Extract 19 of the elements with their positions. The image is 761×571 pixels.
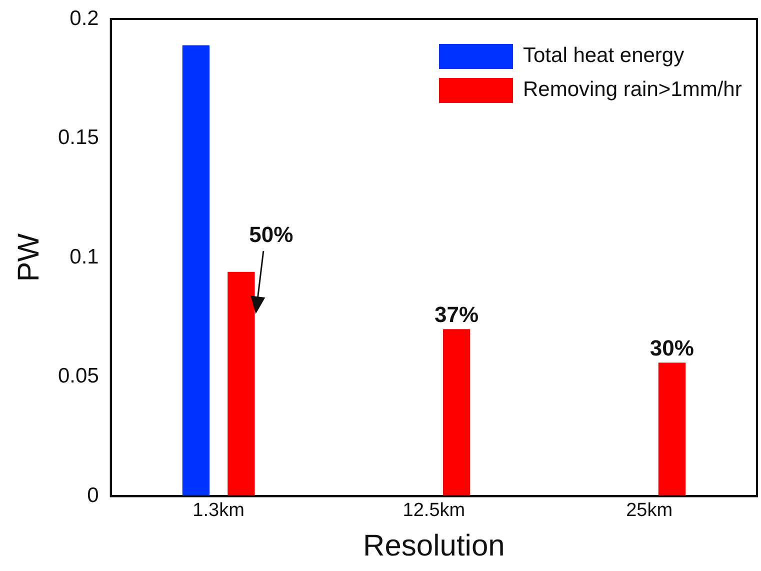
bar xyxy=(228,272,255,496)
bar xyxy=(658,362,686,496)
legend-label: Total heat energy xyxy=(523,44,684,68)
y-tick-label: 0.1 xyxy=(70,245,99,268)
x-axis-title: Resolution xyxy=(363,529,505,562)
legend-label: Removing rain>1mm/hr xyxy=(523,78,742,102)
y-tick-label: 0.15 xyxy=(58,126,99,150)
x-tick-label: 25km xyxy=(626,500,673,521)
y-tick-label: 0.05 xyxy=(58,364,99,388)
bar xyxy=(182,45,210,496)
x-tick-label: 12.5km xyxy=(402,500,466,521)
annotation: 50% xyxy=(249,222,294,247)
annotation: 30% xyxy=(650,336,694,361)
y-tick-label: 0 xyxy=(87,484,99,507)
x-tick-label: 1.3km xyxy=(192,500,244,521)
bar xyxy=(442,329,470,496)
y-tick-label: 0.2 xyxy=(70,6,99,30)
y-axis-title: PW xyxy=(12,232,46,282)
annotation: 37% xyxy=(434,302,479,328)
